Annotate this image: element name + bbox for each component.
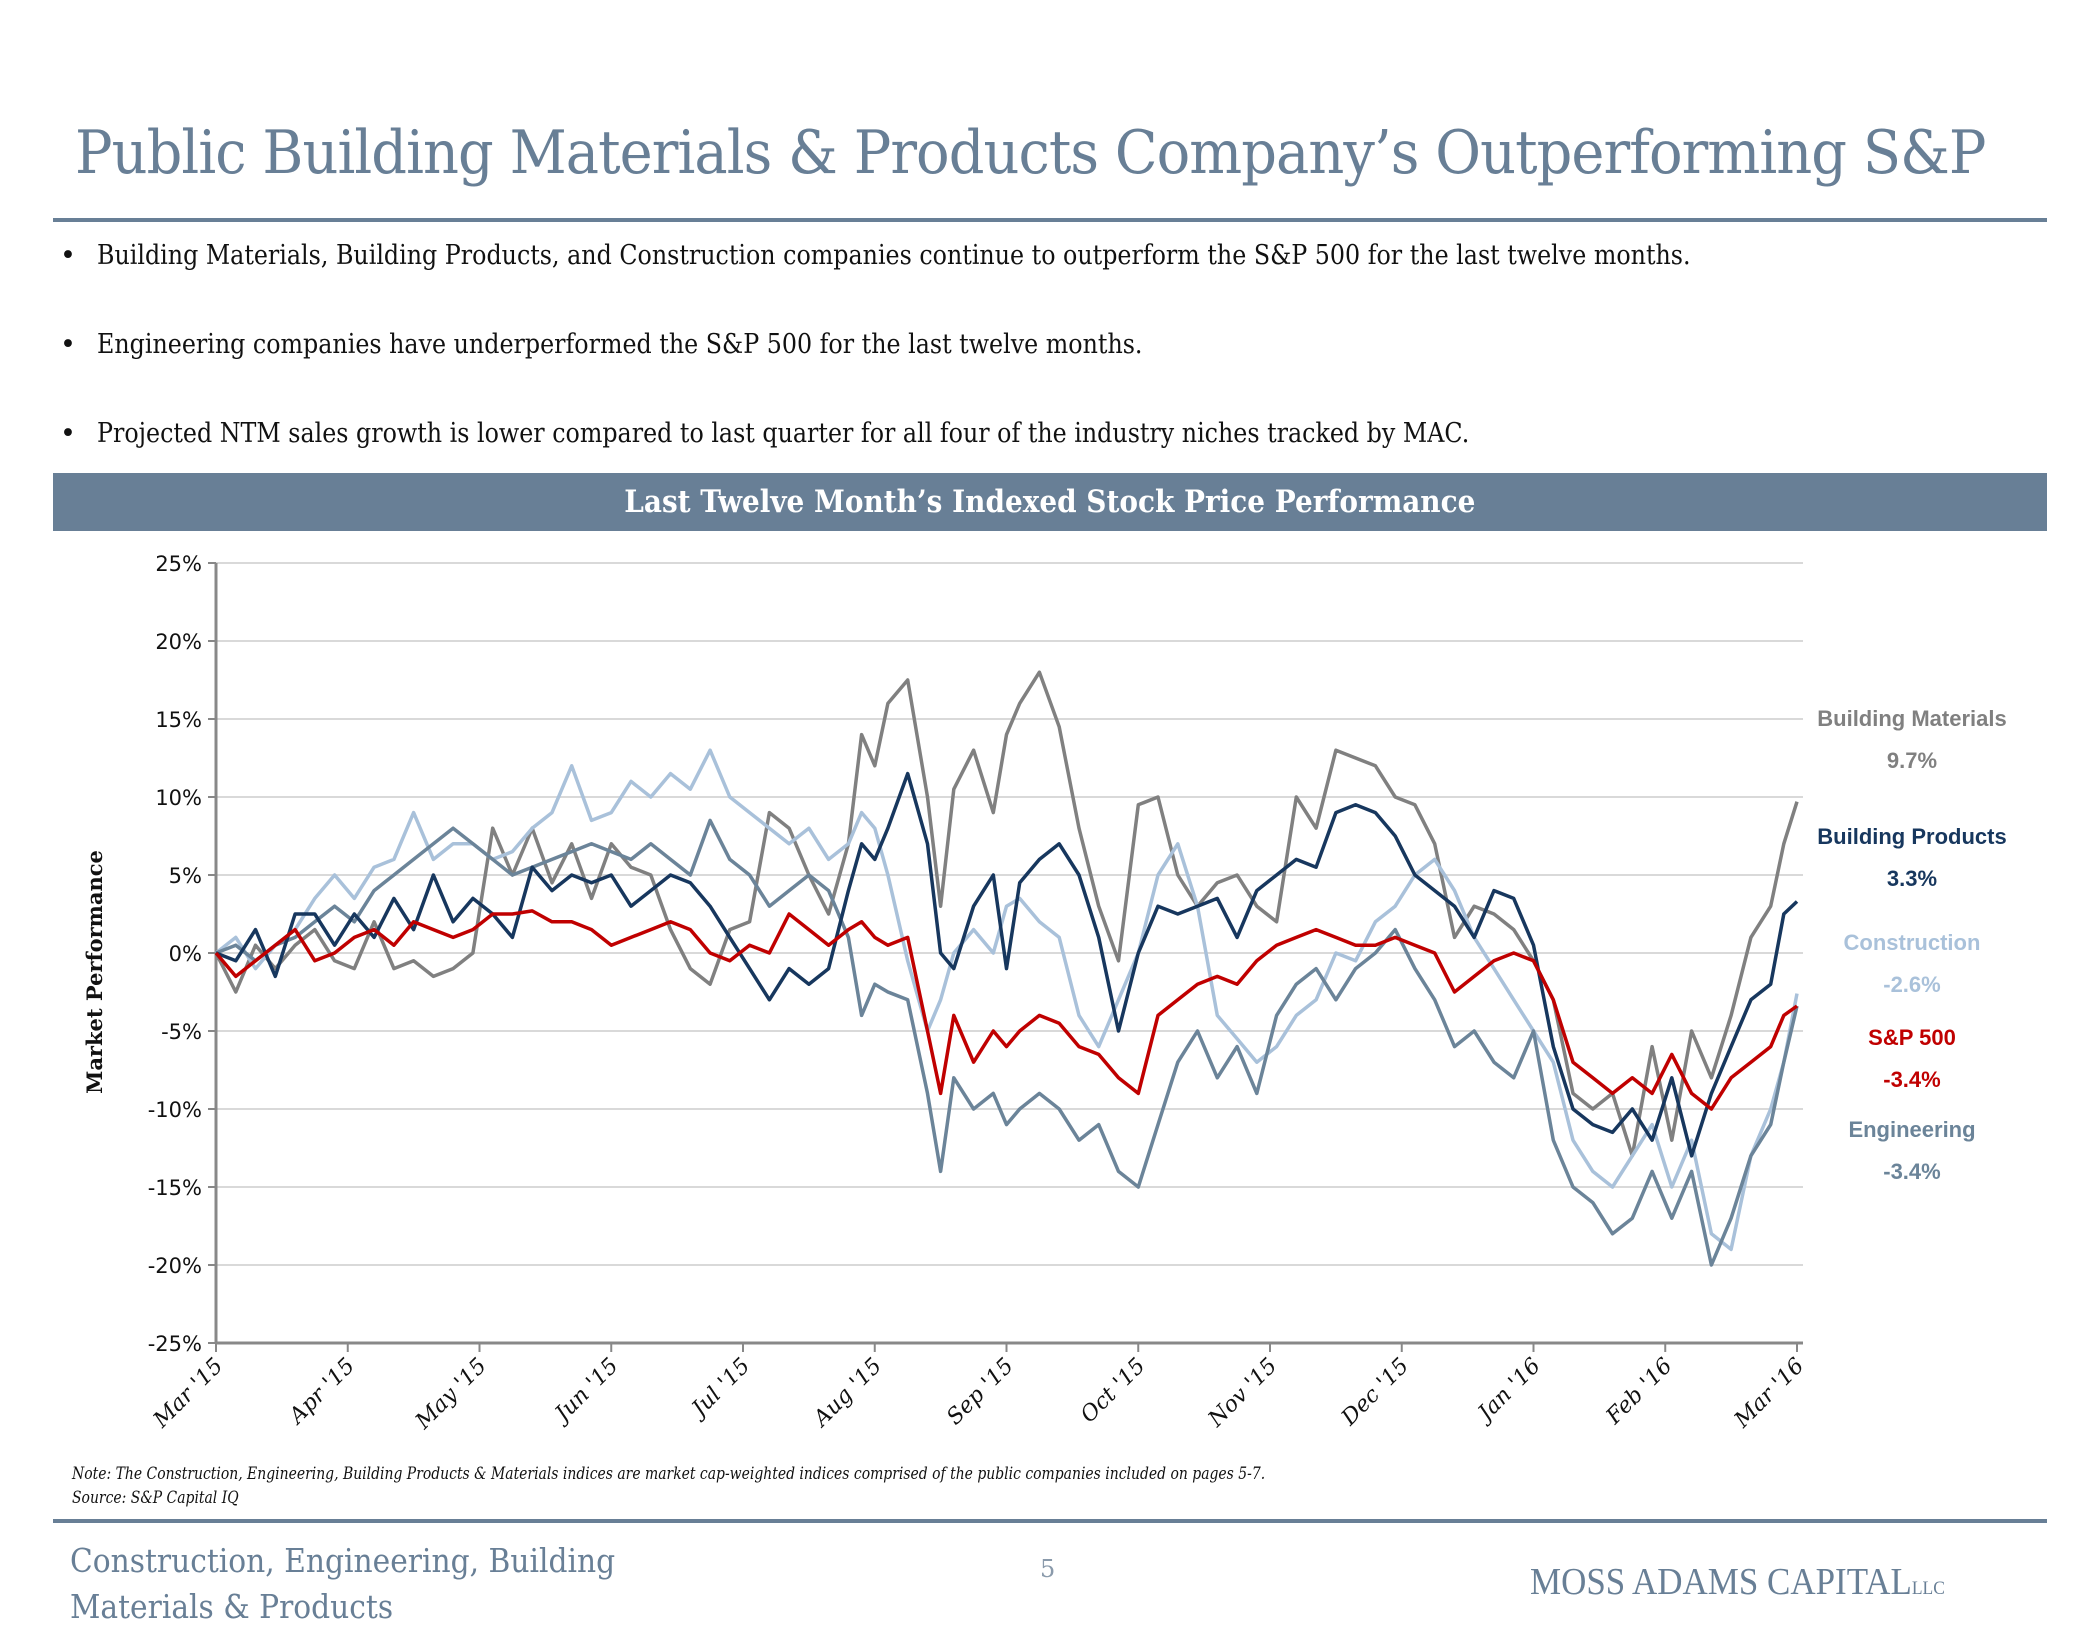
x-tick-label: Apr '15 [283,1354,360,1431]
bullet-list: • Building Materials, Building Products, … [55,236,2055,503]
series-lines [214,670,1799,1267]
chart-title: Last Twelve Month’s Indexed Stock Price … [624,484,1476,520]
y-tick-label: 5% [169,864,202,888]
legend-label: Building Materials [1817,706,2006,731]
series-line-sp500 [214,909,1799,1111]
y-tick-label: -15% [148,1176,202,1200]
legend-value: 3.3% [1887,866,1937,891]
legend-item-construction: Construction -2.6% [1844,930,1981,997]
legend-value: -3.4% [1883,1067,1940,1092]
y-tick-label: -20% [148,1254,202,1278]
x-tick-label: Nov '15 [1203,1354,1282,1433]
note-text: Note: The Construction, Engineering, Bui… [72,1464,1266,1484]
legend-label: Construction [1844,930,1981,955]
legend-label: Building Products [1817,824,2006,849]
x-tick-label: Sep '15 [942,1354,1019,1431]
y-tick-label: 20% [155,630,202,654]
series-line-engineering [215,818,1799,1267]
x-tick-label: Feb '16 [1601,1354,1678,1431]
y-tick-label: 10% [155,786,202,810]
legend-value: -3.4% [1883,1159,1940,1184]
x-tick-label: Jan '16 [1471,1354,1546,1429]
x-tick-label: Aug '15 [808,1354,887,1433]
x-axis: Mar '15 Apr '15 May '15 Jun '15 Jul '15 Aug '… [148,563,1809,1435]
chart-title-banner: Last Twelve Month’s Indexed Stock Price … [53,473,2047,531]
legend-item-building-products: Building Products 3.3% [1817,824,2006,891]
x-tick-label: Mar '16 [1729,1354,1809,1434]
y-axis-label: Market Performance [82,850,107,1094]
x-tick-label: Jul '15 [684,1354,755,1425]
x-tick-label: Oct '15 [1076,1354,1150,1428]
source-text: Source: S&P Capital IQ [72,1488,239,1508]
title-divider [53,218,2047,222]
x-tick-label: Jun '15 [548,1354,624,1430]
x-tick-label: Mar '15 [148,1354,228,1434]
page-title: Public Building Materials & Products Com… [75,118,1986,188]
series-line-building-products [215,771,1799,1158]
line-chart: 25% 20% 15% 10% 5% 0% -5% -10% -15% -20% -25% Mar … [82,552,2007,1435]
page-number: 5 [1040,1555,1056,1583]
bullet-item: • Engineering companies have underperform… [55,325,2055,414]
bullet-item: • Projected NTM sales growth is lower com… [55,414,2055,503]
brand-logo: MOSS ADAMS CAPITALLLC [1530,1561,1945,1603]
y-tick-label: -25% [148,1332,202,1356]
legend-value: 9.7% [1887,748,1937,773]
legend: Building Materials 9.7% Building Products 3… [1817,706,2006,1184]
y-tick-label: 15% [155,708,202,732]
bullet-icon: • [60,329,76,360]
y-tick-label: -10% [148,1098,202,1122]
legend-item-building-materials: Building Materials 9.7% [1817,706,2006,773]
y-tick-label: 0% [169,942,202,966]
bullet-item: • Building Materials, Building Products, … [55,236,2055,325]
footer-section: Construction, Engineering, Building Mate… [70,1541,616,1626]
bullet-icon: • [60,418,76,449]
y-tick-label: -5% [161,1020,202,1044]
gridlines [216,562,1803,1266]
x-tick-label: May '15 [410,1354,491,1435]
y-tick-label: 25% [155,552,202,576]
x-tick-label: Dec '15 [1336,1354,1414,1432]
legend-label: Engineering [1848,1117,1975,1142]
legend-item-engineering: Engineering -3.4% [1848,1117,1975,1184]
chart-note: Note: The Construction, Engineering, Bui… [72,1462,1527,1510]
legend-value: -2.6% [1883,972,1940,997]
legend-item-sp500: S&P 500 -3.4% [1868,1025,1956,1092]
legend-label: S&P 500 [1868,1025,1956,1050]
footer-divider [53,1519,2047,1523]
series-line-construction [214,748,1799,1252]
bullet-icon: • [60,240,76,271]
y-axis-ticks: 25% 20% 15% 10% 5% 0% -5% -10% -15% -20% -25% [148,552,216,1356]
